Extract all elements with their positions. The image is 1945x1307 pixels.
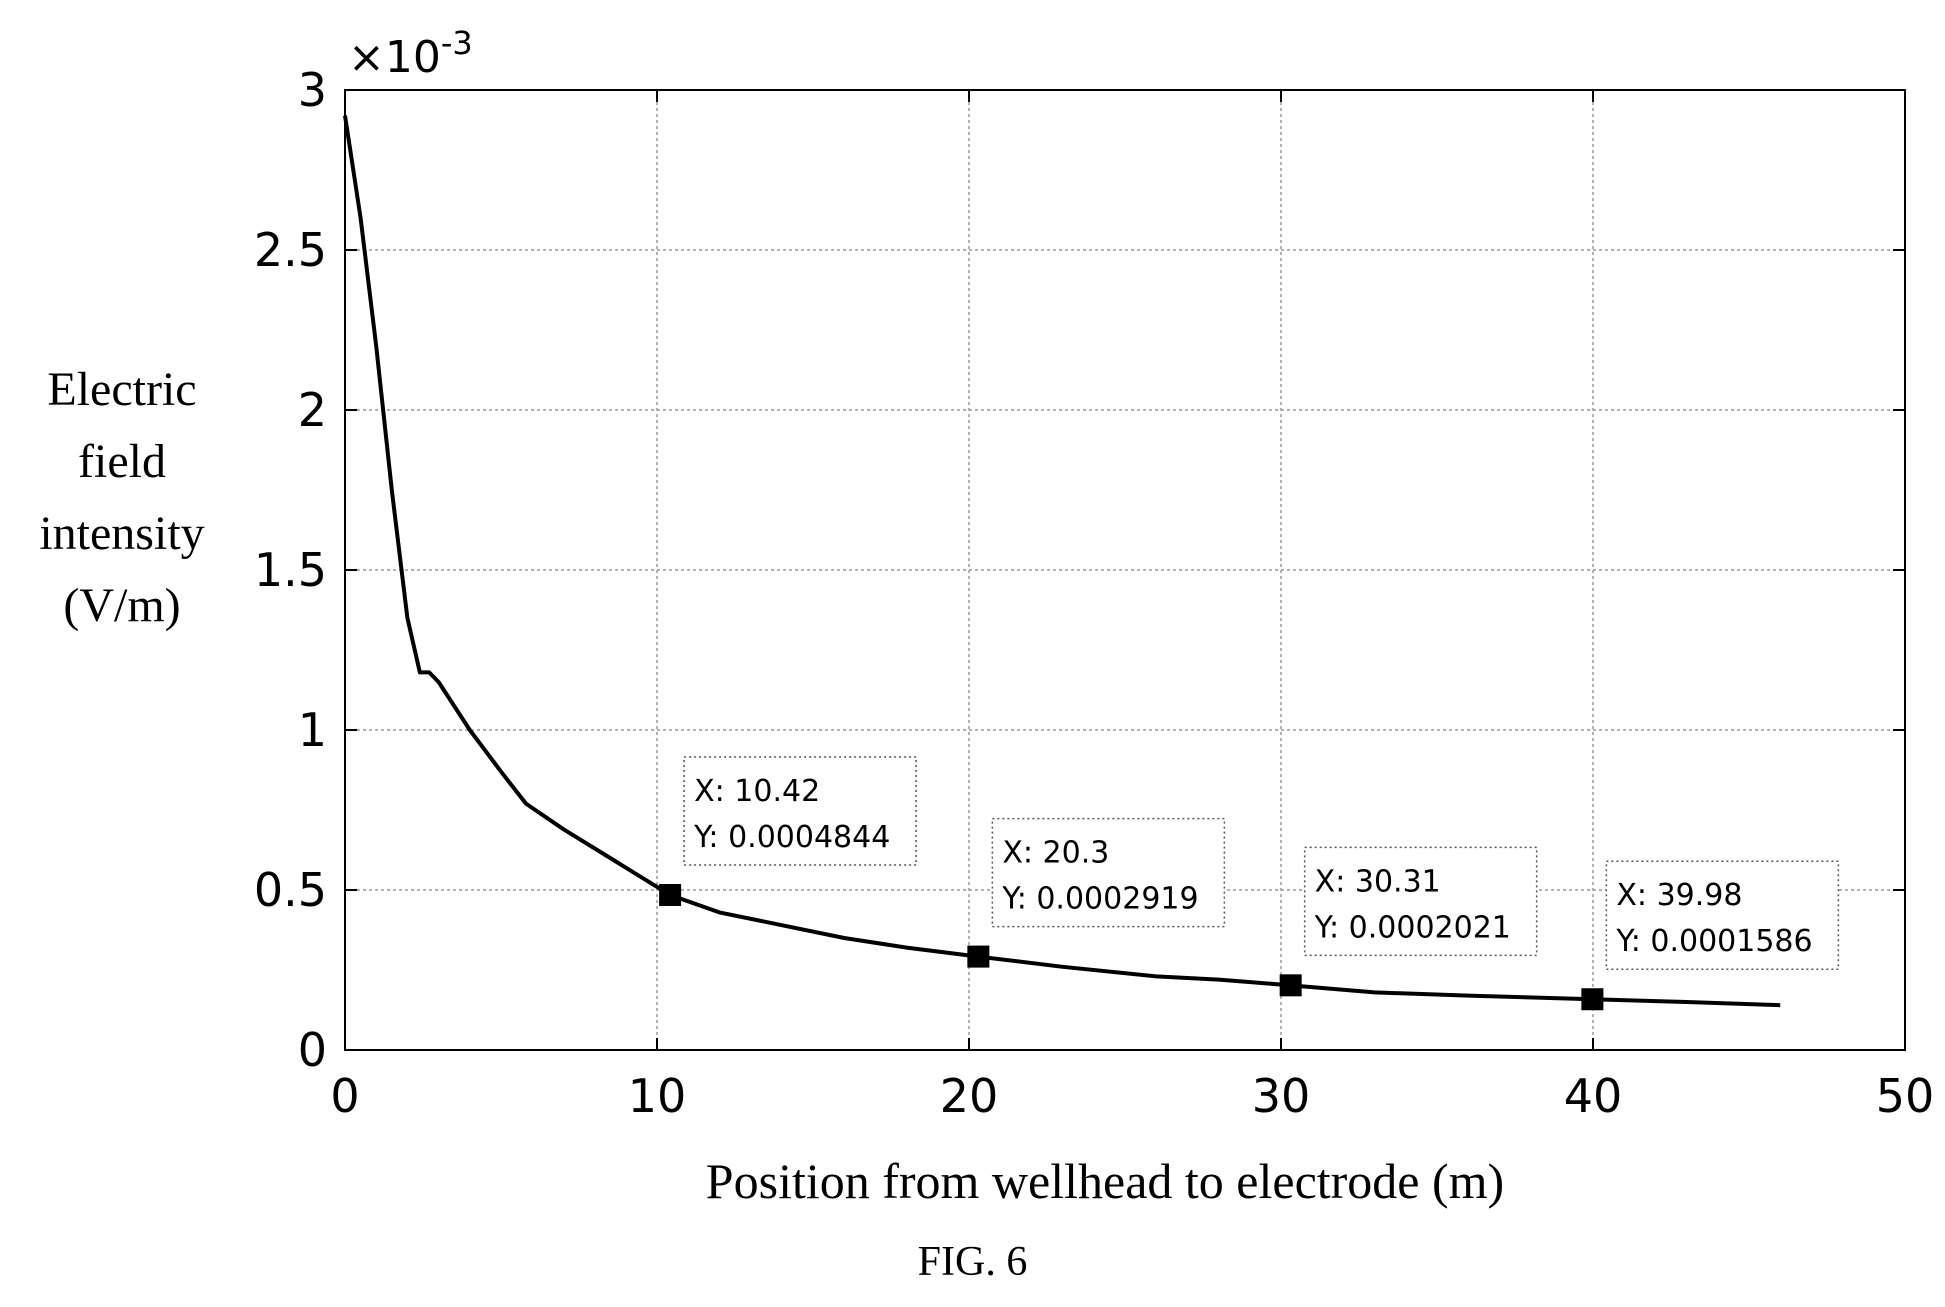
x-tick-label: 30 bbox=[1252, 1069, 1311, 1123]
series-layer bbox=[343, 115, 1781, 1008]
datatip-marker bbox=[967, 945, 990, 968]
datatip-y-text: Y: 0.0002021 bbox=[1314, 910, 1511, 945]
y-tick-label: 0 bbox=[298, 1023, 327, 1077]
datatip-x-text: X: 39.98 bbox=[1616, 878, 1742, 913]
y-axis-exponent-label: ×10-3 bbox=[348, 24, 473, 83]
x-tick-label: 40 bbox=[1564, 1069, 1623, 1123]
datatip-box bbox=[683, 756, 917, 866]
datatip-y-text: Y: 0.0002919 bbox=[1001, 882, 1198, 917]
datatip-y-text: Y: 0.0004844 bbox=[693, 820, 890, 855]
x-axis-tick-labels: 0 10 20 30 40 50 bbox=[330, 1069, 1934, 1123]
y-axis-label-line: intensity bbox=[39, 507, 204, 560]
datatip-box bbox=[1605, 860, 1840, 970]
datatip-y-text: Y: 0.0001586 bbox=[1615, 924, 1812, 959]
datatip-x-text: X: 20.3 bbox=[1002, 836, 1109, 871]
y-tick-label: 2.5 bbox=[254, 223, 327, 277]
y-tick-label: 0.5 bbox=[254, 863, 327, 917]
datatip-x-text: X: 30.31 bbox=[1315, 864, 1441, 899]
x-axis-label: Position from wellhead to electrode (m) bbox=[706, 1153, 1504, 1209]
y-tick-label: 3 bbox=[298, 63, 327, 117]
datatip-marker bbox=[1581, 988, 1604, 1011]
figure-caption: FIG. 6 bbox=[917, 1239, 1028, 1285]
data-series-line bbox=[343, 115, 1781, 1008]
datatip-box bbox=[991, 817, 1226, 928]
datatip-marker bbox=[659, 883, 682, 906]
datatip-marker bbox=[1279, 974, 1302, 997]
datatip-layer: X: 10.42 Y: 0.0004844 X: 20.3 Y: 0.0002919 X… bbox=[659, 756, 1840, 1011]
x-tick-label: 50 bbox=[1876, 1069, 1935, 1123]
y-axis-label-line: field bbox=[78, 435, 166, 488]
y-axis-tick-labels: 0 0.5 1 1.5 2 2.5 3 bbox=[254, 63, 327, 1077]
datatip-box bbox=[1303, 846, 1538, 957]
axis-ticks bbox=[344, 89, 1906, 1051]
datatip-x-text: X: 10.42 bbox=[694, 774, 820, 809]
y-tick-label: 2 bbox=[298, 383, 327, 437]
y-axis-label-line: Electric bbox=[47, 363, 196, 416]
x-tick-label: 20 bbox=[940, 1069, 999, 1123]
x-tick-label: 0 bbox=[330, 1069, 359, 1123]
y-axis-label-line: (V/m) bbox=[63, 579, 180, 632]
y-axis-label: Electric field intensity (V/m) bbox=[39, 363, 204, 632]
y-tick-label: 1.5 bbox=[254, 543, 327, 597]
x-tick-label: 10 bbox=[628, 1069, 687, 1123]
y-tick-label: 1 bbox=[298, 703, 327, 757]
